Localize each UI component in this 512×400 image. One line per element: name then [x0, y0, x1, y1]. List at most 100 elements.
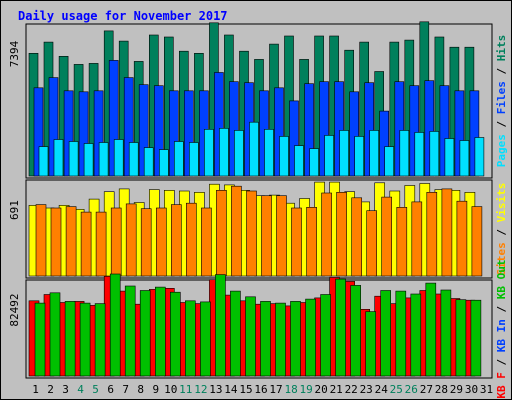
day-label-29: 29 — [450, 383, 463, 396]
bar-files-day-10 — [169, 90, 179, 177]
bar-sites-day-27 — [426, 192, 438, 277]
bar-files-day-3 — [63, 90, 74, 177]
bar-pages-day-7 — [128, 142, 139, 177]
bar-kb-out-day-21 — [335, 278, 346, 377]
bar-kb-out-day-9 — [155, 286, 166, 377]
panel-hits_files_pages: 7394 Pages / Files / Hits — [8, 21, 508, 179]
bar-sites-day-25 — [396, 207, 408, 277]
bar-sites-day-30 — [471, 206, 483, 277]
day-label-25: 25 — [390, 383, 403, 396]
bar-sites-day-7 — [125, 203, 137, 277]
legend-part: Sites — [495, 242, 508, 275]
day-label-2: 2 — [47, 383, 54, 396]
bar-pages-day-15 — [249, 121, 259, 177]
bar-sites-day-14 — [231, 185, 242, 277]
bar-kb-out-day-11 — [185, 300, 196, 377]
day-label-19: 19 — [299, 383, 312, 396]
bar-kb-out-day-27 — [425, 282, 437, 377]
ymax-label: 7394 — [8, 40, 21, 67]
bar-sites-day-26 — [411, 201, 423, 277]
bar-kb-out-day-12 — [200, 301, 211, 377]
panel-visits_sites: 691 Sites / Visits — [8, 179, 508, 279]
bar-sites-day-11 — [186, 202, 197, 277]
bar-pages-day-12 — [204, 129, 214, 177]
legend-part: KB Out — [495, 259, 508, 299]
bar-pages-day-1 — [38, 146, 49, 177]
legend-part: KB F — [495, 372, 508, 399]
day-label-5: 5 — [92, 383, 99, 396]
bar-kb-out-day-25 — [395, 290, 407, 377]
day-label-6: 6 — [107, 383, 114, 396]
bar-kb-out-day-3 — [64, 301, 76, 377]
ymax-label: 691 — [8, 200, 21, 220]
bar-files-day-7 — [123, 77, 134, 177]
bar-pages-day-17 — [279, 136, 289, 177]
legend-part: KB In — [495, 319, 508, 352]
bar-pages-day-10 — [174, 141, 184, 177]
bar-files-day-22 — [349, 91, 360, 177]
bar-files-day-28 — [439, 85, 450, 177]
bar-kb-out-day-13 — [215, 274, 226, 377]
bar-sites-day-19 — [306, 207, 317, 277]
bar-files-day-24 — [379, 110, 390, 177]
bar-kb-out-day-18 — [290, 301, 301, 377]
bar-pages-day-25 — [399, 130, 410, 177]
day-label-9: 9 — [152, 383, 159, 396]
legend-part: / — [495, 299, 508, 319]
day-label-20: 20 — [314, 383, 327, 396]
legend-part: / — [495, 114, 508, 134]
legend: Sites / Visits — [495, 183, 508, 276]
bar-sites-day-5 — [95, 211, 107, 277]
bar-pages-day-13 — [219, 128, 229, 177]
day-label-12: 12 — [194, 383, 207, 396]
bar-pages-day-18 — [294, 145, 304, 177]
bar-kb-out-day-19 — [305, 298, 316, 377]
legend-part: / — [495, 222, 508, 242]
bar-sites-day-23 — [366, 210, 378, 277]
bar-pages-day-6 — [113, 139, 124, 177]
bar-pages-day-4 — [83, 143, 94, 177]
bar-kb-out-day-29 — [455, 299, 467, 377]
plot-area: 7394 Pages / Files / Hits 691 Sites / Visit… — [8, 21, 508, 399]
legend-part: Files — [495, 81, 508, 114]
bar-sites-day-2 — [50, 207, 62, 277]
bar-pages-day-11 — [189, 142, 199, 177]
day-label-14: 14 — [224, 383, 238, 396]
bar-files-day-2 — [48, 77, 59, 177]
day-label-28: 28 — [435, 383, 448, 396]
bar-sites-day-6 — [110, 207, 122, 277]
bar-sites-day-13 — [216, 190, 227, 277]
day-label-24: 24 — [375, 383, 389, 396]
bar-kb-out-day-6 — [109, 273, 121, 377]
bar-sites-day-1 — [35, 204, 47, 277]
bar-files-day-14 — [229, 81, 239, 177]
bar-sites-day-24 — [381, 196, 393, 277]
day-label-30: 30 — [465, 383, 478, 396]
bar-files-day-5 — [93, 90, 104, 177]
legend: Pages / Files / Hits — [495, 35, 508, 168]
bar-sites-day-10 — [171, 204, 182, 277]
bar-files-day-25 — [394, 81, 405, 177]
day-label-16: 16 — [254, 383, 267, 396]
bar-pages-day-14 — [234, 130, 244, 177]
bar-sites-day-20 — [321, 192, 332, 277]
legend: KB F / KB In / KB Out — [495, 259, 508, 398]
bar-files-day-13 — [214, 72, 224, 177]
bar-kb-out-day-1 — [34, 302, 46, 377]
bar-pages-day-5 — [98, 142, 109, 177]
bar-sites-day-8 — [140, 208, 152, 277]
bar-sites-day-22 — [351, 197, 363, 277]
bar-pages-day-3 — [68, 141, 79, 177]
bar-sites-day-18 — [291, 207, 302, 277]
day-label-26: 26 — [405, 383, 418, 396]
bar-files-day-20 — [319, 81, 329, 177]
bar-kb-out-day-17 — [275, 302, 286, 377]
day-label-21: 21 — [330, 383, 343, 396]
day-label-18: 18 — [284, 383, 297, 396]
day-label-17: 17 — [269, 383, 282, 396]
day-label-11: 11 — [179, 383, 192, 396]
bar-kb-out-day-15 — [245, 296, 256, 377]
bar-pages-day-29 — [459, 140, 470, 177]
chart-title: Daily usage for November 2017 — [18, 9, 228, 23]
